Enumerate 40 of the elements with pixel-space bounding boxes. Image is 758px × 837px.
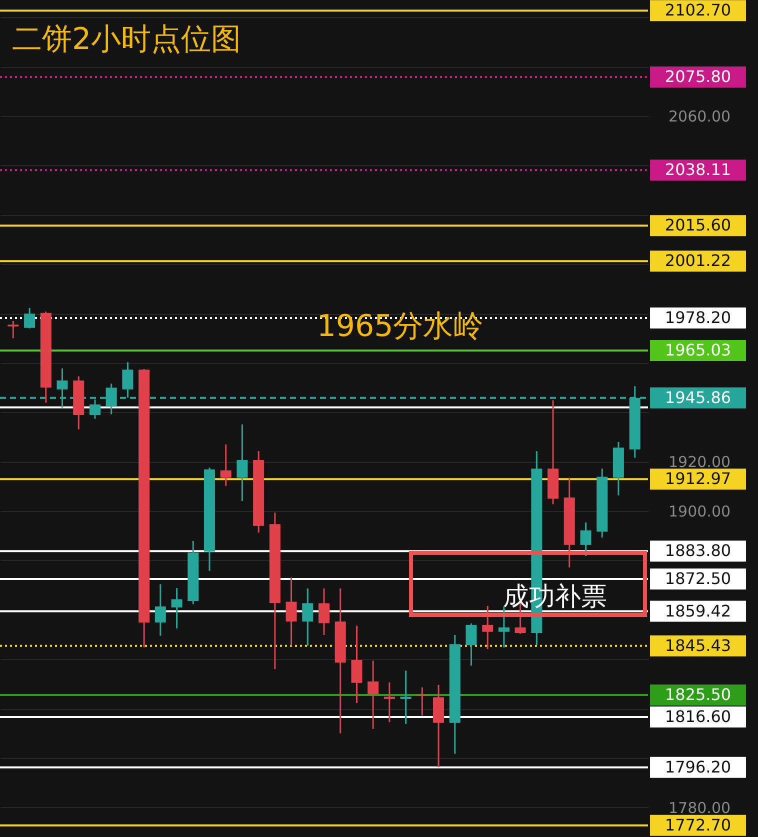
ref-line-label: 1859.42 [664, 601, 732, 620]
ref-line-label: 1883.80 [664, 541, 732, 560]
candlestick [466, 622, 477, 666]
candlestick [286, 576, 297, 646]
ref-line-label: 2102.70 [664, 0, 732, 20]
ref-line-label: 1816.60 [664, 707, 732, 726]
ref-line-label: 1945.86 [664, 388, 732, 407]
ref-line-label: 1796.20 [664, 757, 732, 776]
candlestick [302, 588, 314, 646]
ref-line-label: 2075.80 [664, 67, 732, 86]
y-tick-label: 1920.00 [668, 453, 731, 472]
y-tick-label: 2060.00 [668, 108, 731, 126]
ref-line-label: 2015.60 [664, 216, 732, 235]
candlestick [368, 660, 379, 730]
ref-line-label: 2038.11 [664, 160, 732, 180]
candlestick [580, 522, 592, 557]
y-tick-label: 1900.00 [668, 502, 731, 521]
ref-line-label: 1965.03 [664, 340, 732, 360]
candlestick [416, 686, 428, 716]
candlestick [482, 605, 494, 650]
candlestick [171, 587, 182, 630]
candlestick [236, 424, 248, 502]
annotation: 1965分水岭 [316, 309, 484, 344]
candlestick [8, 320, 19, 340]
ref-line-label: 1772.70 [664, 815, 732, 834]
candlestick [24, 307, 36, 330]
text: 二饼2小时点位图 [12, 22, 242, 57]
ref-line-label: 1845.43 [664, 636, 732, 655]
candlestick [384, 682, 395, 723]
ref-line-label: 1912.97 [664, 469, 732, 488]
ref-line-label: 2001.22 [664, 251, 732, 270]
candlestick [400, 670, 412, 725]
candlestick [220, 444, 232, 487]
ref-line-label: 1872.50 [664, 568, 732, 588]
ref-line-label: 1825.50 [664, 685, 732, 704]
ref-line-label: 1978.20 [664, 308, 732, 328]
candlestick [351, 624, 362, 704]
y-tick-label: 1780.00 [668, 798, 731, 817]
candlestick [154, 583, 166, 637]
candlestick [318, 588, 330, 636]
